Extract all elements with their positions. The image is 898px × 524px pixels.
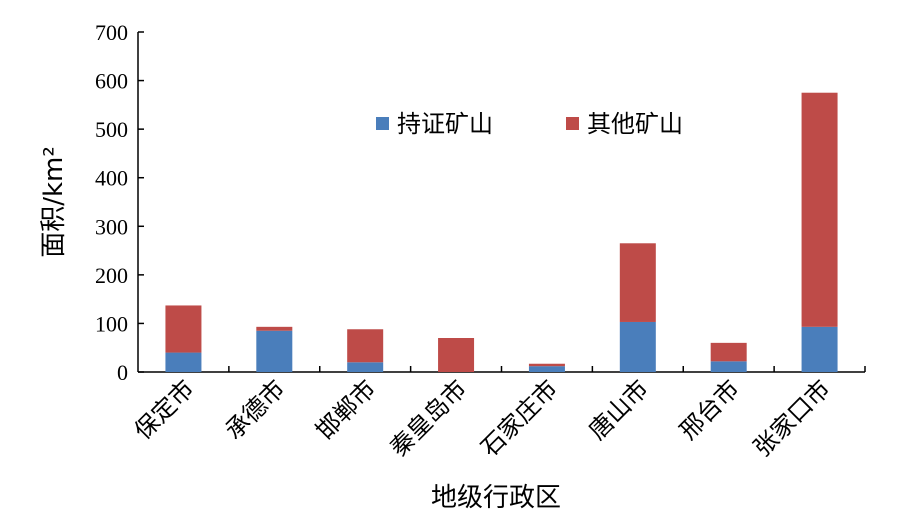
- bar-segment-certified: [710, 361, 747, 372]
- legend: 持证矿山 其他矿山: [376, 110, 683, 138]
- x-tick-label: 张家口市: [748, 374, 836, 462]
- x-tick-label: 承德市: [220, 374, 291, 445]
- x-axis-title: 地级行政区: [431, 483, 561, 513]
- legend-swatch-certified: [376, 117, 389, 130]
- x-tick-label: 邢台市: [674, 374, 745, 445]
- y-tick-label: 0: [117, 360, 128, 385]
- y-tick-label: 500: [95, 117, 128, 142]
- bar-segment-other: [528, 363, 565, 367]
- bars: [165, 92, 838, 372]
- x-tick-label: 秦皇岛市: [385, 374, 473, 462]
- y-tick-label: 400: [95, 166, 128, 191]
- bar-segment-other: [438, 338, 475, 372]
- legend-swatch-other: [566, 117, 579, 130]
- axes: [137, 32, 865, 373]
- bar-segment-certified: [801, 326, 838, 372]
- bar-segment-certified: [165, 352, 202, 372]
- x-ticks: 保定市 承德市 邯郸市 秦皇岛市 石家庄市 唐山市 邢台市 张家口市: [129, 366, 866, 462]
- bar-segment-certified: [528, 366, 565, 372]
- bar-segment-other: [801, 92, 838, 327]
- bar-segment-certified: [347, 362, 384, 372]
- y-axis-title: 面积/km²: [39, 146, 69, 258]
- bar-segment-other: [619, 243, 656, 322]
- legend-label-other: 其他矿山: [587, 110, 683, 138]
- x-tick-label: 唐山市: [583, 374, 654, 445]
- y-tick-label: 100: [95, 311, 128, 336]
- y-tick-label: 700: [95, 20, 128, 45]
- x-tick-label: 石家庄市: [475, 374, 563, 462]
- x-tick-label: 邯郸市: [311, 374, 382, 445]
- bar-segment-certified: [619, 321, 656, 372]
- bar-segment-other: [347, 329, 384, 363]
- y-tick-label: 300: [95, 214, 128, 239]
- bar-segment-other: [710, 342, 747, 362]
- bar-segment-other: [165, 305, 202, 353]
- y-tick-label: 600: [95, 69, 128, 94]
- x-tick-label: 保定市: [129, 374, 200, 445]
- y-ticks: 0 100 200 300 400 500 600 700: [95, 20, 144, 385]
- bar-segment-certified: [256, 330, 293, 372]
- legend-label-certified: 持证矿山: [397, 110, 493, 138]
- bar-segment-other: [256, 326, 293, 331]
- y-tick-label: 200: [95, 263, 128, 288]
